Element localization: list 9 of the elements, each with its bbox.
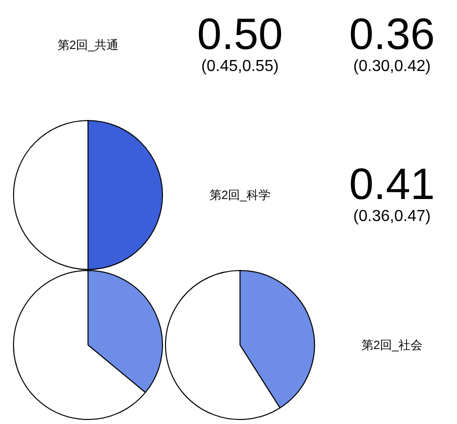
- text: 0.36: [349, 10, 435, 59]
- text: (0.36,0.47): [353, 207, 431, 227]
- text: (0.30,0.42): [353, 57, 431, 77]
- text: 第2回_社会: [361, 336, 423, 354]
- text: 第2回_共通: [57, 36, 119, 54]
- text: (0.45,0.55): [201, 57, 279, 77]
- text: 第2回_科学: [209, 186, 271, 204]
- text: 0.41: [349, 160, 435, 209]
- text: 0.50: [197, 10, 283, 59]
